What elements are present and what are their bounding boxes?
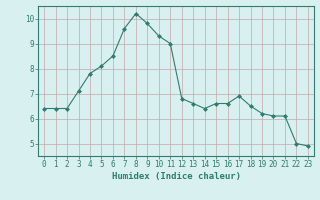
X-axis label: Humidex (Indice chaleur): Humidex (Indice chaleur) — [111, 172, 241, 181]
